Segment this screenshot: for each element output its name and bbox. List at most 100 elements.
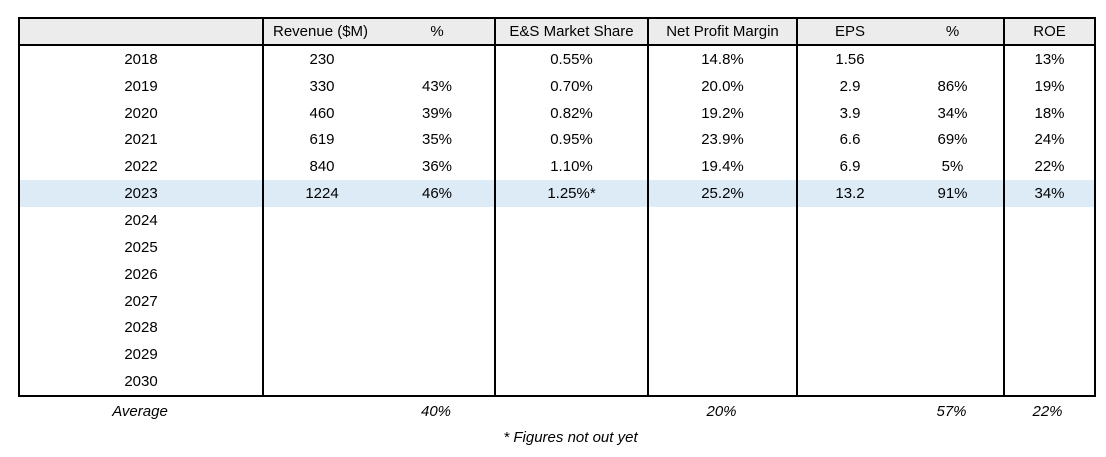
- data-cell: [1005, 288, 1094, 315]
- data-cell: [902, 233, 1005, 261]
- average-spacer: [262, 399, 378, 424]
- year-cell: 2024: [20, 207, 264, 234]
- data-cell: [380, 46, 496, 73]
- data-cell: [649, 341, 798, 369]
- average-net-profit-margin: 20%: [706, 402, 737, 420]
- data-cell: [649, 314, 798, 342]
- average-label: Average: [112, 402, 168, 420]
- data-cell: 35%: [380, 126, 496, 154]
- data-cell: 13.2: [798, 180, 902, 208]
- data-cell: [264, 288, 380, 315]
- financial-table: Revenue ($M) % E&S Market Share Net Prof…: [18, 17, 1096, 397]
- data-cell: 460: [309, 104, 335, 122]
- average-spacer: [796, 399, 900, 424]
- year-cell: 2028: [20, 314, 264, 342]
- data-cell: [496, 314, 649, 342]
- data-cell: [649, 233, 798, 261]
- year-cell: 2029: [20, 341, 264, 369]
- data-cell: [496, 260, 649, 288]
- data-cell: 86%: [902, 72, 1005, 100]
- header-cell-revenue: Revenue ($M): [264, 19, 380, 44]
- data-cell: [798, 234, 902, 261]
- data-cell: [649, 260, 798, 288]
- data-cell: [902, 207, 1005, 234]
- data-cell: [1005, 261, 1094, 288]
- data-cell: 619: [309, 131, 335, 149]
- data-cell: [496, 233, 649, 261]
- average-revenue-growth: 40%: [420, 402, 452, 420]
- data-cell: [649, 287, 798, 315]
- year-cell: 2030: [20, 368, 264, 395]
- data-cell: 18%: [1034, 104, 1065, 122]
- data-cell: [649, 207, 798, 234]
- data-cell: 24%: [1034, 131, 1065, 149]
- header-cell-roe: ROE: [1005, 19, 1094, 44]
- data-cell: 19.2%: [649, 99, 798, 127]
- data-cell: [1005, 207, 1094, 234]
- year-cell: 2020: [20, 99, 264, 127]
- table-header-row: Revenue ($M) % E&S Market Share Net Prof…: [20, 19, 1094, 46]
- average-row: Average 40% 20% 57% 22%: [18, 399, 1106, 424]
- year-cell: 2018: [20, 46, 264, 73]
- year-cell: 2019: [20, 72, 264, 100]
- data-cell: [496, 368, 649, 395]
- data-cell: 46%: [380, 180, 496, 208]
- data-cell: [380, 260, 496, 288]
- data-cell: [380, 287, 496, 315]
- data-cell: 36%: [380, 153, 496, 181]
- data-cell: [798, 314, 902, 341]
- data-cell: [798, 368, 902, 395]
- data-cell: 19%: [1034, 77, 1065, 95]
- table-body: 2018 230 0.55% 14.8% 1.56 13% 2019 330 43% 0.70% 2…: [20, 46, 1094, 395]
- data-cell: [380, 233, 496, 261]
- data-cell: 14.8%: [649, 46, 798, 73]
- data-cell: 3.9: [839, 104, 861, 122]
- data-cell: [902, 314, 1005, 342]
- data-cell: 19.4%: [649, 153, 798, 181]
- data-cell: 39%: [380, 99, 496, 127]
- data-cell: [380, 341, 496, 369]
- data-cell: [902, 368, 1005, 395]
- header-cell-net-profit-margin: Net Profit Margin: [649, 19, 798, 44]
- data-cell: [496, 287, 649, 315]
- data-cell: 0.70%: [496, 72, 649, 100]
- data-cell: [798, 261, 902, 288]
- data-cell: 13%: [1034, 50, 1065, 68]
- data-cell: [496, 341, 649, 369]
- data-cell: 1224: [264, 180, 380, 208]
- year-cell: 2025: [20, 233, 264, 261]
- footnote: * Figures not out yet: [503, 429, 638, 447]
- data-cell: [1005, 341, 1094, 368]
- data-cell: [264, 341, 380, 368]
- data-cell: 34%: [902, 99, 1005, 127]
- data-cell: 23.9%: [649, 126, 798, 154]
- data-cell: 91%: [902, 180, 1005, 208]
- data-cell: 69%: [902, 126, 1005, 154]
- data-cell: [798, 207, 902, 234]
- average-roe: 22%: [1032, 402, 1063, 420]
- footnote-row: * Figures not out yet: [18, 427, 1106, 449]
- data-cell: 230: [309, 50, 335, 68]
- header-cell-eps-pct: %: [902, 19, 1005, 44]
- data-cell: 6.9: [839, 158, 861, 176]
- data-cell: [264, 207, 380, 234]
- header-cell-year: [20, 19, 264, 44]
- data-cell: 20.0%: [649, 72, 798, 100]
- data-cell: 840: [309, 158, 335, 176]
- data-cell: 0.95%: [496, 126, 649, 154]
- data-cell: [902, 46, 1005, 73]
- data-cell: [1005, 314, 1094, 341]
- data-cell: [902, 341, 1005, 369]
- year-cell: 2021: [20, 126, 264, 154]
- data-cell: [496, 207, 649, 234]
- average-spacer: [494, 399, 647, 424]
- data-cell: [380, 207, 496, 234]
- header-cell-eps: EPS: [798, 19, 902, 44]
- header-cell-revenue-pct: %: [380, 19, 496, 44]
- header-cell-market-share: E&S Market Share: [496, 19, 649, 44]
- data-cell: [264, 314, 380, 341]
- data-cell: 25.2%: [649, 180, 798, 208]
- data-cell: 0.55%: [496, 46, 649, 73]
- data-cell: [649, 368, 798, 395]
- data-cell: 22%: [1034, 158, 1065, 176]
